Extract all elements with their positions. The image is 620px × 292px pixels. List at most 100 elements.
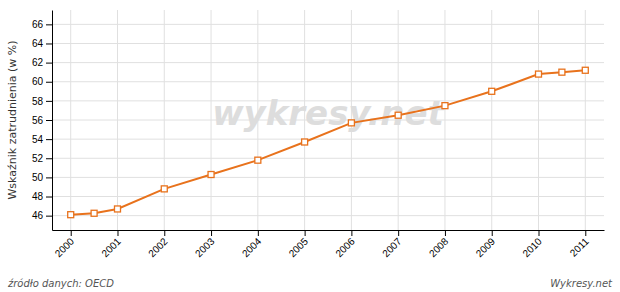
y-tick-label: 46 bbox=[32, 210, 44, 221]
y-tick: 62 bbox=[32, 57, 52, 68]
y-tick-label: 64 bbox=[32, 38, 44, 49]
grid-line-x bbox=[444, 10, 445, 230]
x-tick-label: 2007 bbox=[380, 235, 404, 259]
grid-line-y bbox=[52, 62, 604, 63]
x-tick-mark bbox=[117, 230, 118, 236]
x-tick: 2000 bbox=[53, 230, 77, 259]
grid-line-y bbox=[52, 196, 604, 197]
y-tick: 64 bbox=[32, 38, 52, 49]
x-tick: 2011 bbox=[568, 230, 591, 259]
x-tick-mark bbox=[398, 230, 399, 236]
y-tick: 52 bbox=[32, 153, 52, 164]
x-tick-mark bbox=[445, 230, 446, 236]
y-tick-label: 48 bbox=[32, 191, 44, 202]
marker bbox=[348, 120, 354, 126]
y-tick-label: 56 bbox=[32, 115, 44, 126]
y-tick-mark bbox=[46, 197, 52, 198]
marker bbox=[442, 103, 448, 109]
x-tick: 2010 bbox=[520, 230, 544, 259]
y-tick-mark bbox=[46, 24, 52, 25]
y-tick: 48 bbox=[32, 191, 52, 202]
y-tick: 66 bbox=[32, 19, 52, 30]
y-tick-label: 54 bbox=[32, 134, 44, 145]
grid-line-x bbox=[585, 10, 586, 230]
x-tick-label: 2005 bbox=[287, 235, 311, 259]
chart: wykresy.net20002001200220032004200520062… bbox=[0, 0, 620, 292]
y-tick-mark bbox=[46, 177, 52, 178]
x-tick-label: 2006 bbox=[333, 235, 357, 259]
y-tick-label: 50 bbox=[32, 172, 44, 183]
grid-line-y bbox=[52, 43, 604, 44]
x-tick-label: 2008 bbox=[427, 235, 451, 259]
x-tick: 2003 bbox=[193, 230, 217, 259]
x-tick-label: 2011 bbox=[568, 235, 591, 258]
y-tick-mark bbox=[46, 139, 52, 140]
marker bbox=[161, 186, 167, 192]
x-tick: 2007 bbox=[380, 230, 404, 259]
marker bbox=[302, 139, 308, 145]
marker bbox=[255, 157, 261, 163]
x-tick-label: 2002 bbox=[146, 235, 170, 259]
x-tick: 2006 bbox=[333, 230, 357, 259]
plot: wykresy.net20002001200220032004200520062… bbox=[32, 10, 605, 259]
grid-line-x bbox=[164, 10, 165, 230]
y-tick: 46 bbox=[32, 210, 52, 221]
x-tick: 2004 bbox=[240, 230, 264, 259]
y-tick: 50 bbox=[32, 172, 52, 183]
x-tick-mark bbox=[305, 230, 306, 236]
marker bbox=[91, 210, 97, 216]
line bbox=[71, 70, 586, 214]
grid-line-y bbox=[52, 215, 604, 216]
y-tick: 56 bbox=[32, 115, 52, 126]
y-tick-mark bbox=[46, 82, 52, 83]
x-tick: 2001 bbox=[99, 230, 123, 259]
x-tick-mark bbox=[164, 230, 165, 236]
y-tick-label: 66 bbox=[32, 19, 44, 30]
y-tick-mark bbox=[46, 101, 52, 102]
data bbox=[68, 67, 589, 217]
source-note: źródło danych: OECD bbox=[7, 278, 114, 289]
y-axis-line bbox=[52, 11, 53, 231]
x-tick: 2002 bbox=[146, 230, 170, 259]
x-tick-label: 2009 bbox=[474, 235, 498, 259]
y-tick-mark bbox=[46, 120, 52, 121]
y-tick-label: 52 bbox=[32, 153, 44, 164]
marker bbox=[559, 69, 565, 75]
x-tick-label: 2004 bbox=[240, 235, 264, 259]
y-axis: 46 48 50 52 54 56 58 60 62 64 66 bbox=[32, 11, 53, 231]
y-tick-mark bbox=[46, 43, 52, 44]
x-tick: 2005 bbox=[287, 230, 311, 259]
x-tick: 2008 bbox=[427, 230, 451, 259]
x-tick-mark bbox=[211, 230, 212, 236]
x-tick-label: 2001 bbox=[99, 235, 123, 259]
marker bbox=[68, 212, 74, 218]
x-tick-label: 2000 bbox=[53, 235, 77, 259]
grid-line-x bbox=[117, 10, 118, 230]
marker bbox=[489, 88, 495, 94]
x-tick-mark bbox=[71, 230, 72, 236]
grid-line-y bbox=[52, 24, 604, 25]
grid-line-x bbox=[491, 10, 492, 230]
x-tick: 2009 bbox=[474, 230, 498, 259]
y-tick: 58 bbox=[32, 96, 52, 107]
x-tick-mark bbox=[539, 230, 540, 236]
marker bbox=[208, 172, 214, 178]
y-tick-mark bbox=[46, 63, 52, 64]
y-tick-mark bbox=[46, 216, 52, 217]
x-tick-mark bbox=[351, 230, 352, 236]
grid-line-y bbox=[52, 158, 604, 159]
grid-line-y bbox=[52, 177, 604, 178]
grid-line-x bbox=[70, 10, 71, 230]
y-tick: 54 bbox=[32, 134, 52, 145]
marker bbox=[582, 67, 588, 73]
y-axis-title: Wskaźnik zatrudnienia (w %) bbox=[6, 40, 19, 199]
x-tick-mark bbox=[258, 230, 259, 236]
y-tick-label: 60 bbox=[32, 76, 44, 87]
grid-line-y bbox=[52, 139, 604, 140]
grid bbox=[52, 10, 604, 230]
marker bbox=[395, 112, 401, 118]
y-tick-label: 62 bbox=[32, 57, 44, 68]
marker bbox=[114, 206, 120, 212]
credit-note: Wykresy.net bbox=[550, 278, 613, 289]
x-axis-line bbox=[53, 230, 605, 231]
